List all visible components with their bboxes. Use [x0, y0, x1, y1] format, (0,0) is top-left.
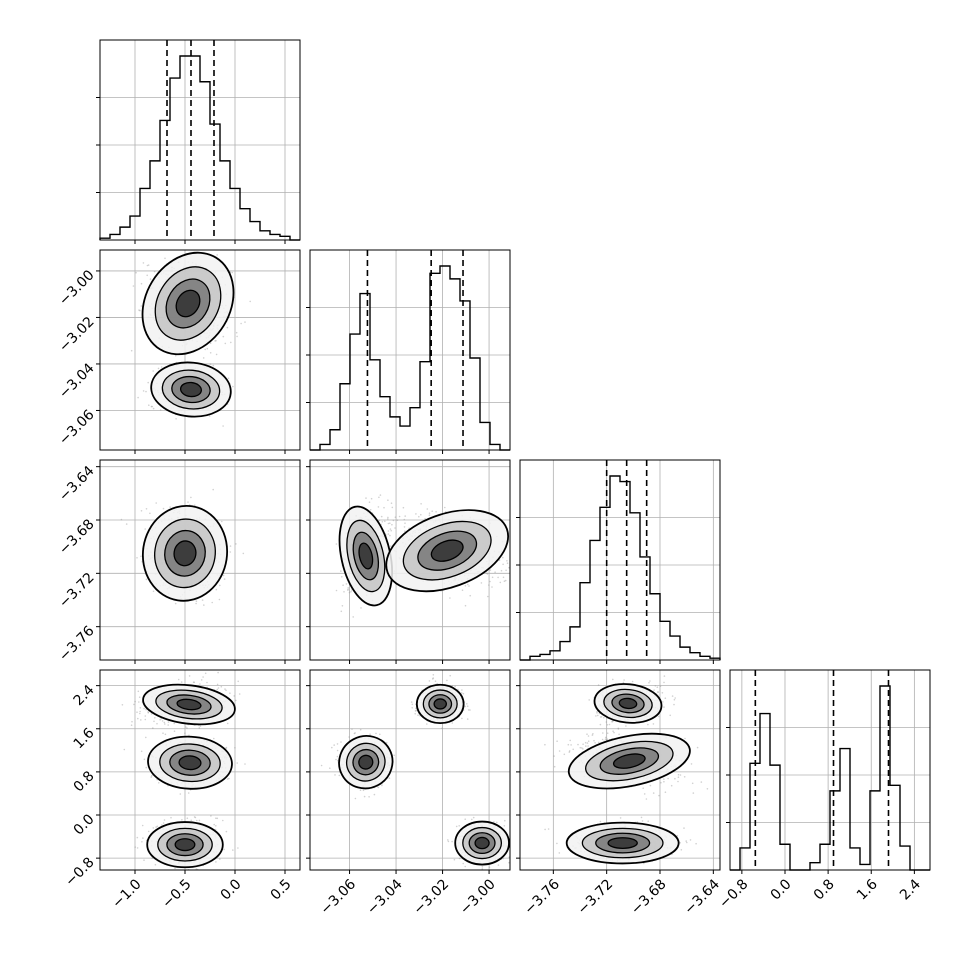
x-tick-label-3-3: 1.6 [854, 876, 881, 903]
x-tick-label-1-3: −3.00 [457, 876, 499, 918]
x-tick-label-3-2: 0.8 [811, 876, 838, 903]
histogram-line-3 [730, 685, 930, 871]
contour-3-0-0-3 [176, 698, 202, 711]
density-panel-2-0 [96, 459, 301, 664]
histogram-line-0 [99, 55, 300, 241]
contour-2-1-0-3 [358, 542, 374, 570]
histogram-line-1 [310, 265, 510, 451]
contour-3-1-2-3 [474, 836, 490, 850]
x-tick-label-1-2: −3.02 [411, 876, 453, 918]
y-tick-label-3-4: 2.4 [71, 682, 98, 709]
x-tick-label-3-4: 2.4 [897, 876, 924, 903]
histogram-line-2 [520, 475, 721, 661]
histogram-panel-1 [306, 249, 511, 454]
y-tick-label-2-1: −3.72 [56, 570, 98, 612]
y-tick-label-1-2: −3.02 [56, 314, 98, 356]
contour-3-2-1-3 [612, 753, 646, 769]
contour-2-1-1-3 [430, 539, 464, 562]
contour-1-0-1-3 [179, 381, 203, 398]
y-tick-label-1-0: −3.06 [56, 407, 98, 449]
y-tick-label-1-3: −3.00 [56, 267, 98, 309]
y-tick-label-1-1: −3.04 [56, 360, 98, 402]
histogram-panel-3 [726, 669, 931, 874]
x-tick-label-2-0: −3.76 [521, 876, 563, 918]
contour-3-2-0-3 [618, 697, 638, 710]
y-tick-label-3-1: 0.0 [71, 811, 98, 838]
y-tick-label-3-0: −0.8 [62, 854, 97, 889]
density-panel-1-0 [96, 249, 301, 454]
x-tick-label-1-0: −3.06 [318, 876, 360, 918]
contour-1-0-0-3 [175, 289, 201, 318]
contour-3-2-2-3 [607, 837, 638, 849]
x-tick-label-2-1: −3.72 [575, 876, 617, 918]
contour-3-0-2-3 [174, 838, 196, 852]
contour-3-1-0-3 [358, 754, 374, 770]
histogram-panel-2 [516, 459, 721, 664]
contour-2-0-0-3 [173, 540, 197, 567]
y-tick-label-2-2: −3.68 [56, 516, 98, 558]
x-tick-label-3-1: 0.0 [768, 876, 795, 903]
contour-3-1-1-3 [433, 698, 447, 710]
y-tick-label-3-3: 1.6 [71, 725, 98, 752]
density-panel-3-1 [306, 669, 511, 874]
y-tick-label-2-3: −3.64 [56, 463, 98, 505]
x-tick-label-2-3: −3.64 [681, 876, 723, 918]
x-tick-label-0-0: −1.0 [109, 876, 144, 911]
density-panel-3-2 [516, 669, 721, 874]
density-panel-2-1 [306, 459, 511, 664]
x-tick-label-2-2: −3.68 [628, 876, 670, 918]
y-tick-label-3-2: 0.8 [71, 768, 98, 795]
x-tick-label-0-1: −0.5 [159, 876, 194, 911]
histogram-panel-0 [96, 39, 301, 244]
density-panel-3-0 [96, 669, 301, 874]
x-tick-label-0-2: 0.0 [218, 876, 245, 903]
contour-3-0-1-3 [178, 755, 202, 771]
x-tick-label-1-1: −3.04 [364, 876, 406, 918]
y-tick-label-2-0: −3.76 [56, 623, 98, 665]
x-tick-label-0-3: 0.5 [268, 876, 295, 903]
x-tick-label-3-0: −0.8 [716, 876, 751, 911]
